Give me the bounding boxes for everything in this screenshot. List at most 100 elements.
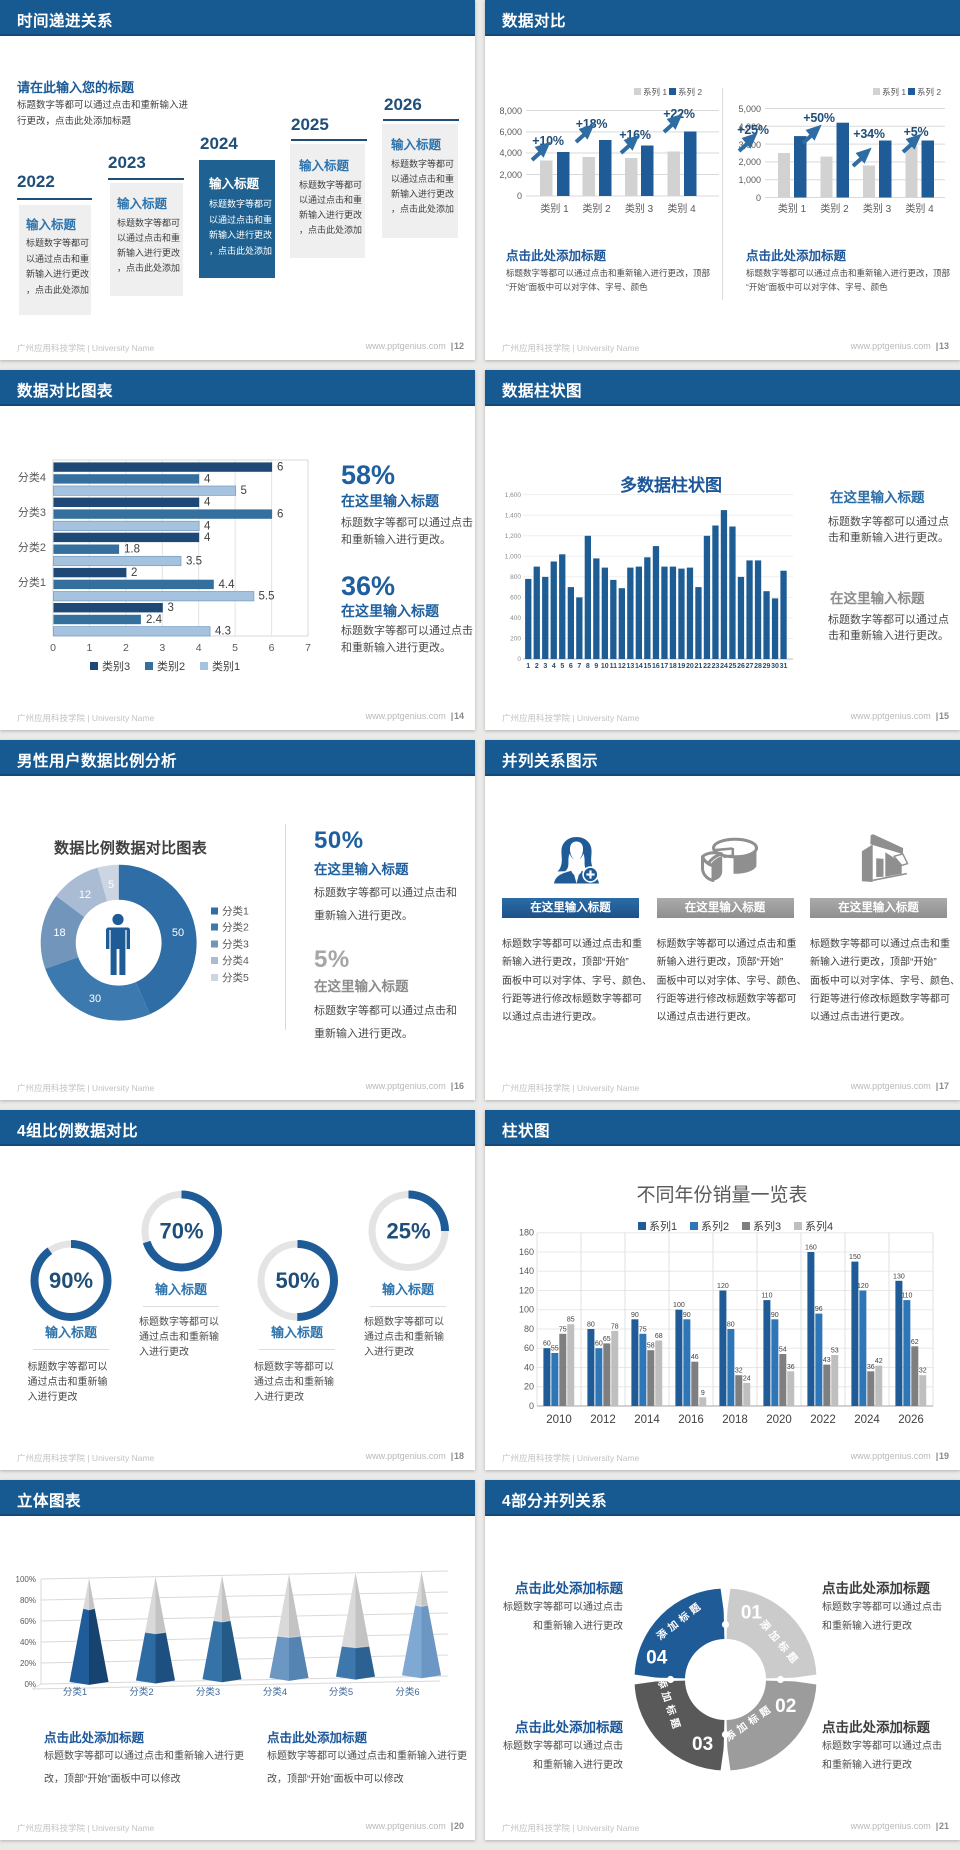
svg-text:80%: 80% xyxy=(20,1596,36,1605)
svg-text:6: 6 xyxy=(277,462,283,474)
svg-text:1: 1 xyxy=(86,642,92,654)
svg-text:100: 100 xyxy=(519,1305,534,1315)
svg-text:+10%: +10% xyxy=(532,134,564,148)
svg-text:12: 12 xyxy=(79,889,91,901)
svg-text:6: 6 xyxy=(269,642,275,654)
svg-text:9: 9 xyxy=(701,1390,705,1397)
svg-text:32: 32 xyxy=(919,1368,927,1375)
svg-text:43: 43 xyxy=(823,1357,831,1364)
svg-text:1: 1 xyxy=(526,663,530,670)
svg-text:17: 17 xyxy=(661,663,669,670)
svg-text:04: 04 xyxy=(646,1647,668,1668)
svg-text:3: 3 xyxy=(159,642,165,654)
svg-text:01: 01 xyxy=(741,1603,763,1624)
svg-text:1.8: 1.8 xyxy=(124,544,140,556)
svg-text:类别1: 类别1 xyxy=(212,659,240,673)
svg-text:400: 400 xyxy=(510,615,521,622)
svg-text:8: 8 xyxy=(586,663,590,670)
svg-text:25: 25 xyxy=(729,663,737,670)
svg-text:13: 13 xyxy=(627,663,635,670)
svg-text:6: 6 xyxy=(277,509,283,521)
svg-text:2018: 2018 xyxy=(722,1414,748,1426)
svg-text:36: 36 xyxy=(867,1364,875,1371)
svg-text:40: 40 xyxy=(524,1363,534,1373)
svg-text:+5%: +5% xyxy=(904,125,929,139)
svg-text:系列 1: 系列 1 xyxy=(643,87,667,97)
svg-text:75: 75 xyxy=(559,1326,567,1333)
svg-text:80: 80 xyxy=(524,1324,534,1334)
svg-text:19: 19 xyxy=(678,663,686,670)
svg-text:分类2: 分类2 xyxy=(129,1686,153,1698)
svg-text:+16%: +16% xyxy=(619,128,651,142)
svg-text:7: 7 xyxy=(577,663,581,670)
svg-text:20: 20 xyxy=(524,1382,534,1392)
svg-text:24: 24 xyxy=(743,1375,751,1382)
svg-text:5.5: 5.5 xyxy=(259,591,275,603)
svg-text:5: 5 xyxy=(241,485,247,497)
svg-text:系列 2: 系列 2 xyxy=(917,87,941,97)
svg-text:2020: 2020 xyxy=(766,1414,792,1426)
svg-text:02: 02 xyxy=(775,1696,796,1717)
svg-text:系列1: 系列1 xyxy=(649,1220,677,1233)
svg-text:600: 600 xyxy=(510,595,521,602)
svg-text:180: 180 xyxy=(519,1228,534,1238)
svg-text:2.4: 2.4 xyxy=(146,614,163,626)
svg-text:160: 160 xyxy=(805,1245,817,1252)
svg-text:120: 120 xyxy=(519,1286,534,1296)
svg-text:130: 130 xyxy=(893,1273,905,1280)
svg-text:110: 110 xyxy=(761,1293,772,1300)
svg-text:12: 12 xyxy=(618,663,626,670)
svg-text:4: 4 xyxy=(204,473,211,485)
svg-text:分类3: 分类3 xyxy=(18,505,46,519)
svg-text:28: 28 xyxy=(754,663,762,670)
svg-text:22: 22 xyxy=(703,663,711,670)
svg-text:54: 54 xyxy=(779,1347,787,1354)
svg-text:5: 5 xyxy=(108,879,114,891)
svg-text:分类5: 分类5 xyxy=(329,1686,353,1698)
svg-text:25%: 25% xyxy=(386,1219,430,1244)
svg-text:5,000: 5,000 xyxy=(738,104,761,114)
svg-text:类别2: 类别2 xyxy=(157,659,185,673)
svg-text:0: 0 xyxy=(529,1401,534,1411)
svg-text:20: 20 xyxy=(686,663,694,670)
svg-text:23: 23 xyxy=(712,663,720,670)
svg-text:96: 96 xyxy=(815,1306,823,1313)
svg-text:4.3: 4.3 xyxy=(215,626,231,638)
svg-text:0: 0 xyxy=(517,656,521,663)
svg-text:24: 24 xyxy=(720,663,728,670)
svg-text:分类2: 分类2 xyxy=(222,921,249,934)
svg-text:4: 4 xyxy=(204,532,211,544)
svg-text:4,000: 4,000 xyxy=(738,122,761,132)
svg-text:68: 68 xyxy=(655,1333,663,1340)
svg-text:55: 55 xyxy=(551,1346,559,1353)
svg-text:0: 0 xyxy=(756,193,761,203)
svg-text:4.4: 4.4 xyxy=(219,579,236,591)
svg-text:30: 30 xyxy=(89,993,101,1005)
svg-text:0: 0 xyxy=(517,191,522,201)
svg-text:分类4: 分类4 xyxy=(263,1686,287,1698)
svg-text:60: 60 xyxy=(595,1341,603,1348)
svg-text:2,000: 2,000 xyxy=(738,157,761,167)
svg-text:50: 50 xyxy=(172,927,184,939)
svg-text:2,000: 2,000 xyxy=(499,170,522,180)
svg-text:4: 4 xyxy=(204,497,211,509)
svg-text:90: 90 xyxy=(683,1312,691,1319)
svg-text:75: 75 xyxy=(639,1326,647,1333)
svg-text:类别3: 类别3 xyxy=(102,659,130,673)
svg-text:120: 120 xyxy=(717,1283,729,1290)
svg-text:2: 2 xyxy=(535,663,539,670)
svg-text:100%: 100% xyxy=(16,1575,36,1584)
svg-text:85: 85 xyxy=(567,1317,575,1324)
svg-text:4: 4 xyxy=(204,520,211,532)
svg-text:4: 4 xyxy=(196,642,202,654)
svg-text:+25%: +25% xyxy=(737,123,769,137)
svg-text:150: 150 xyxy=(849,1254,861,1261)
svg-text:3.5: 3.5 xyxy=(186,555,202,567)
svg-text:9: 9 xyxy=(594,663,598,670)
svg-text:分类6: 分类6 xyxy=(395,1686,419,1698)
svg-text:21: 21 xyxy=(695,663,703,670)
svg-text:+50%: +50% xyxy=(803,111,835,125)
svg-text:2014: 2014 xyxy=(634,1414,660,1426)
svg-text:8,000: 8,000 xyxy=(499,106,522,116)
svg-text:46: 46 xyxy=(691,1354,699,1361)
